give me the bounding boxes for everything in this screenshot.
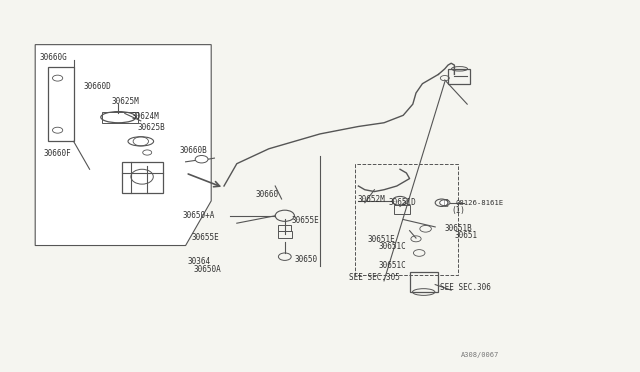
Text: 30655E: 30655E (291, 216, 319, 225)
Text: 30651C: 30651C (379, 242, 406, 251)
Text: 30652M: 30652M (357, 195, 385, 203)
Text: 30660D: 30660D (83, 82, 111, 91)
Text: 30625B: 30625B (138, 123, 165, 132)
Text: SEE SEC.306: SEE SEC.306 (440, 283, 491, 292)
Circle shape (195, 155, 208, 163)
Bar (394, 205, 410, 214)
Text: 30651C: 30651C (379, 261, 406, 270)
Text: Ⓑ: Ⓑ (444, 198, 448, 207)
Text: 30660B: 30660B (179, 145, 207, 154)
Bar (410, 272, 438, 292)
Text: 30660G: 30660G (40, 52, 67, 61)
Text: (1): (1) (451, 206, 465, 215)
Text: 30650A: 30650A (194, 264, 221, 273)
Text: 30650+A: 30650+A (182, 211, 215, 219)
Text: 30364: 30364 (188, 257, 211, 266)
Text: 30660F: 30660F (44, 149, 71, 158)
Text: 30651E: 30651E (368, 235, 396, 244)
Text: 30625M: 30625M (112, 97, 140, 106)
Text: A308/0067: A308/0067 (461, 352, 499, 358)
Text: 30651D: 30651D (388, 198, 416, 207)
Circle shape (440, 200, 450, 206)
Text: 30650: 30650 (294, 255, 317, 264)
Text: 30660: 30660 (256, 190, 279, 199)
Text: 30651: 30651 (454, 231, 477, 240)
Bar (122, 162, 163, 193)
Bar (448, 69, 470, 84)
Polygon shape (35, 45, 211, 246)
Text: 08126-8161E: 08126-8161E (456, 201, 504, 206)
Bar (102, 112, 138, 123)
Bar (278, 231, 292, 238)
Text: 30655E: 30655E (192, 233, 220, 242)
Text: 30624M: 30624M (131, 112, 159, 121)
Text: 30651B: 30651B (445, 224, 472, 233)
Bar (278, 225, 291, 231)
Text: SEE SEC.305: SEE SEC.305 (349, 273, 399, 282)
